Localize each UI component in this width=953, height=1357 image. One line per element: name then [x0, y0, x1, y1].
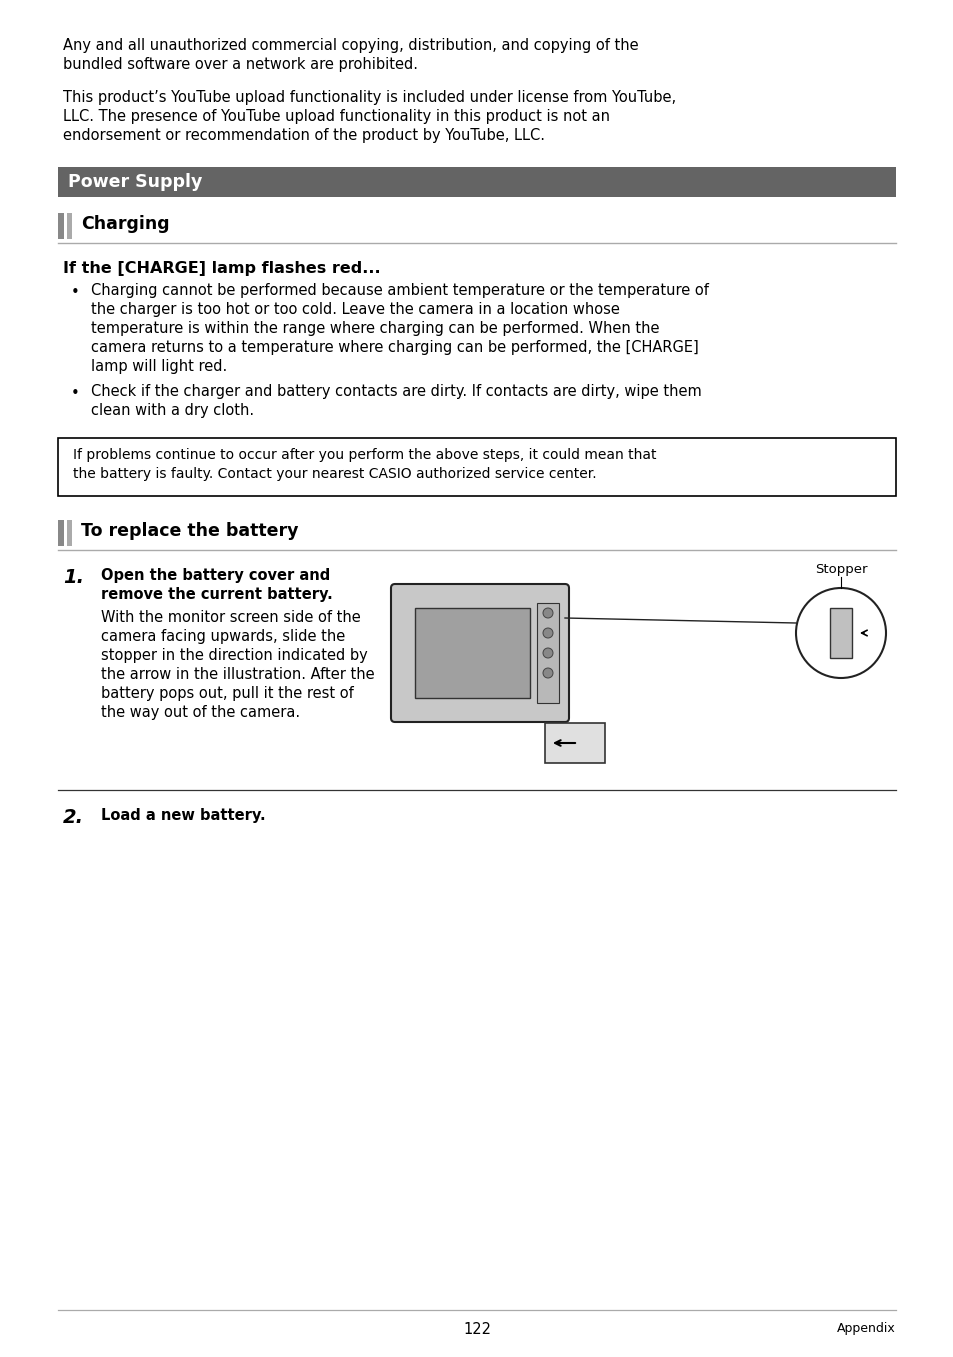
Text: •: • — [71, 285, 80, 300]
Text: stopper in the direction indicated by: stopper in the direction indicated by — [101, 649, 367, 664]
Text: 1.: 1. — [63, 569, 84, 588]
Text: 122: 122 — [462, 1322, 491, 1337]
Bar — [544, 723, 604, 763]
Bar — [829, 608, 851, 658]
Circle shape — [542, 628, 553, 638]
Bar — [58, 438, 895, 497]
Text: Charging: Charging — [81, 214, 170, 233]
Circle shape — [542, 649, 553, 658]
Text: Stopper: Stopper — [814, 563, 866, 575]
Text: Power Supply: Power Supply — [68, 172, 202, 191]
FancyBboxPatch shape — [391, 584, 568, 722]
Text: camera returns to a temperature where charging can be performed, the [CHARGE]: camera returns to a temperature where ch… — [91, 341, 698, 356]
Text: To replace the battery: To replace the battery — [81, 522, 298, 540]
Text: •: • — [71, 385, 80, 402]
Text: the way out of the camera.: the way out of the camera. — [101, 706, 300, 721]
Text: endorsement or recommendation of the product by YouTube, LLC.: endorsement or recommendation of the pro… — [63, 128, 544, 142]
Text: 2.: 2. — [63, 807, 84, 826]
Text: the arrow in the illustration. After the: the arrow in the illustration. After the — [101, 668, 375, 683]
Text: If the [CHARGE] lamp flashes red...: If the [CHARGE] lamp flashes red... — [63, 261, 380, 275]
Circle shape — [542, 668, 553, 678]
Text: Any and all unauthorized commercial copying, distribution, and copying of the: Any and all unauthorized commercial copy… — [63, 38, 638, 53]
Text: Open the battery cover and: Open the battery cover and — [101, 569, 330, 584]
Text: temperature is within the range where charging can be performed. When the: temperature is within the range where ch… — [91, 322, 659, 337]
Bar — [67, 520, 71, 546]
Text: camera facing upwards, slide the: camera facing upwards, slide the — [101, 630, 345, 645]
Text: bundled software over a network are prohibited.: bundled software over a network are proh… — [63, 57, 417, 72]
Text: the battery is faulty. Contact your nearest CASIO authorized service center.: the battery is faulty. Contact your near… — [73, 467, 596, 480]
Text: Appendix: Appendix — [837, 1322, 895, 1335]
Text: With the monitor screen side of the: With the monitor screen side of the — [101, 611, 360, 626]
Text: Check if the charger and battery contacts are dirty. If contacts are dirty, wipe: Check if the charger and battery contact… — [91, 384, 701, 399]
Text: remove the current battery.: remove the current battery. — [101, 588, 333, 603]
Text: If problems continue to occur after you perform the above steps, it could mean t: If problems continue to occur after you … — [73, 448, 656, 461]
Text: lamp will light red.: lamp will light red. — [91, 360, 227, 375]
Bar — [67, 213, 71, 239]
Bar — [58, 213, 64, 239]
Bar — [537, 603, 558, 703]
Text: LLC. The presence of YouTube upload functionality in this product is not an: LLC. The presence of YouTube upload func… — [63, 109, 609, 123]
Text: Charging cannot be performed because ambient temperature or the temperature of: Charging cannot be performed because amb… — [91, 284, 708, 299]
Bar — [58, 520, 64, 546]
Text: This product’s YouTube upload functionality is included under license from YouTu: This product’s YouTube upload functional… — [63, 90, 676, 104]
Text: Load a new battery.: Load a new battery. — [101, 807, 265, 822]
Circle shape — [542, 608, 553, 617]
Text: clean with a dry cloth.: clean with a dry cloth. — [91, 403, 253, 418]
Text: battery pops out, pull it the rest of: battery pops out, pull it the rest of — [101, 687, 354, 702]
Text: the charger is too hot or too cold. Leave the camera in a location whose: the charger is too hot or too cold. Leav… — [91, 303, 619, 318]
Bar — [58, 167, 895, 197]
Bar — [415, 608, 530, 697]
